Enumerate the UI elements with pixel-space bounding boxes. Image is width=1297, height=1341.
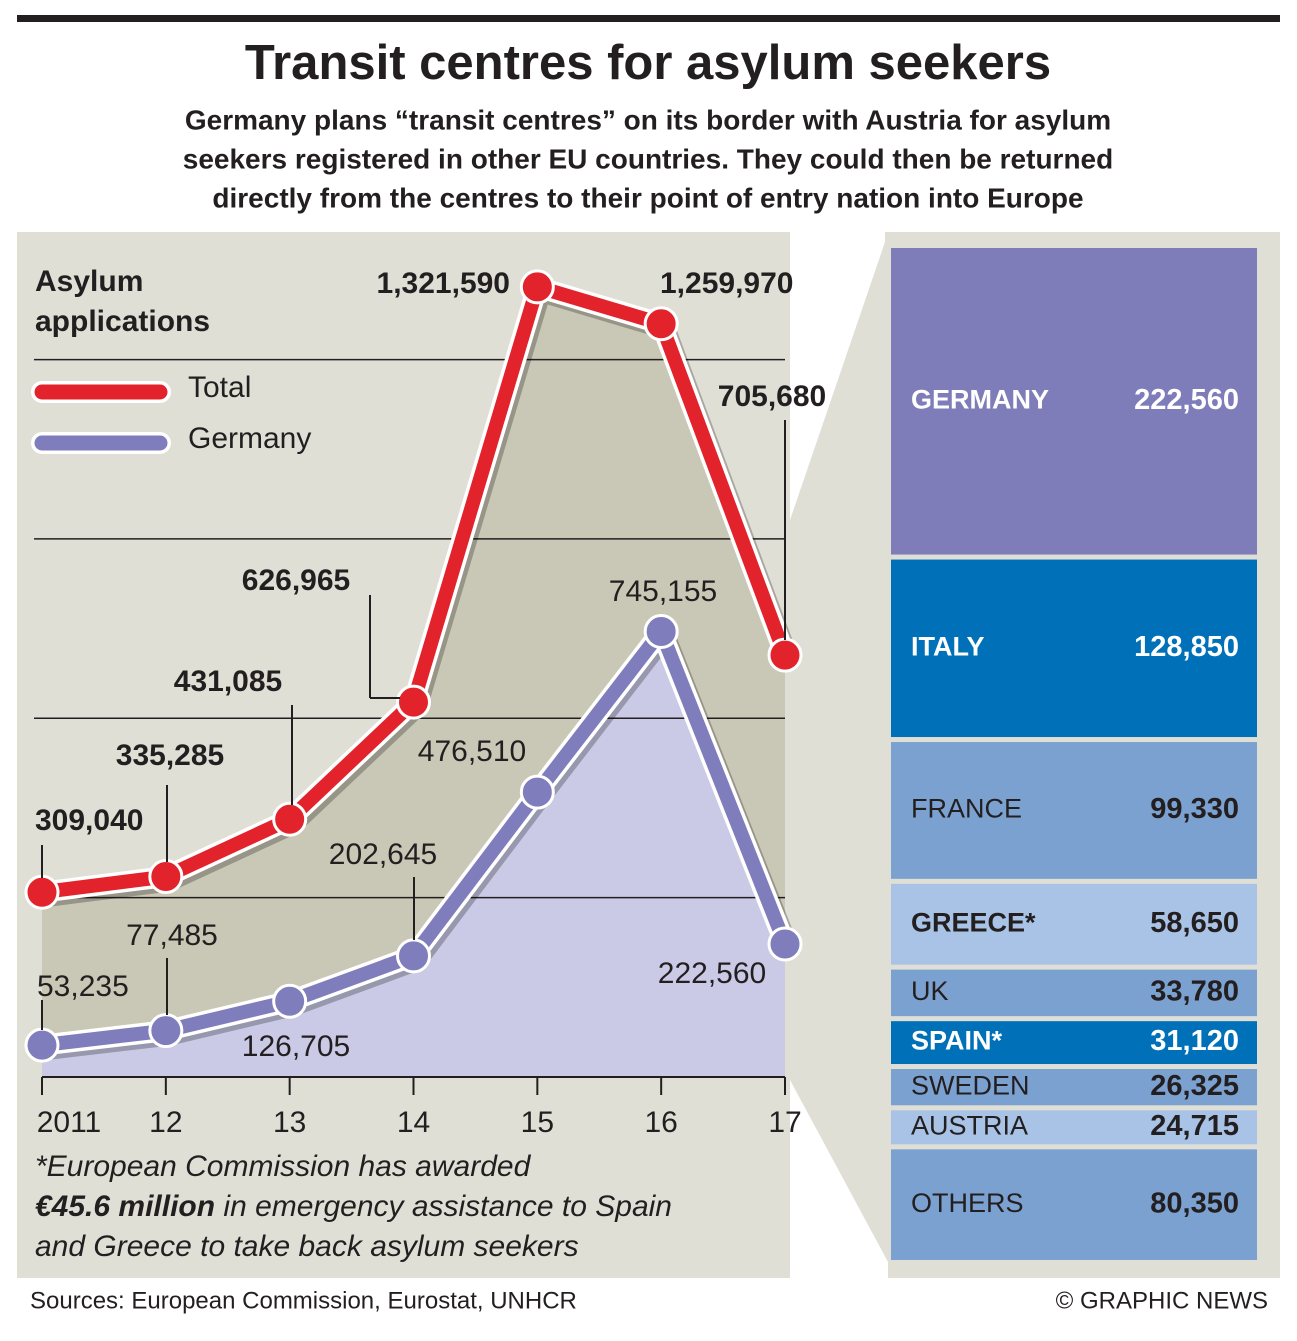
data-label: 126,705 bbox=[242, 1030, 350, 1063]
bar-segment bbox=[891, 969, 1257, 1017]
footnote: €45.6 million in emergency assistance to… bbox=[35, 1190, 672, 1223]
data-label: 222,560 bbox=[658, 957, 766, 990]
point bbox=[643, 306, 679, 342]
funnel-edge bbox=[790, 1080, 888, 1278]
footnote-text: in emergency assistance to Spain bbox=[215, 1190, 672, 1223]
data-label: 202,645 bbox=[329, 838, 437, 871]
data-label: 626,965 bbox=[242, 564, 350, 597]
point bbox=[767, 926, 803, 962]
legend-label: Germany bbox=[188, 422, 311, 455]
segment-value: 33,780 bbox=[1150, 976, 1239, 1008]
data-label: 77,485 bbox=[126, 919, 218, 952]
point bbox=[396, 938, 431, 974]
chart-title: Asylum bbox=[35, 265, 143, 298]
segment-label: GERMANY bbox=[911, 384, 1049, 414]
segment-label: FRANCE bbox=[911, 794, 1022, 824]
point bbox=[767, 637, 803, 673]
credit: © GRAPHIC NEWS bbox=[1056, 1287, 1268, 1314]
point bbox=[272, 801, 308, 837]
point bbox=[148, 859, 184, 895]
subtitle: seekers registered in other EU countries… bbox=[183, 143, 1113, 174]
segment-value: 24,715 bbox=[1150, 1110, 1239, 1142]
subtitle: directly from the centres to their point… bbox=[212, 182, 1083, 213]
point bbox=[519, 774, 555, 810]
segment-value: 31,120 bbox=[1150, 1025, 1239, 1057]
x-tick-label: 12 bbox=[149, 1106, 182, 1139]
data-label: 309,040 bbox=[35, 804, 143, 837]
data-label: 705,680 bbox=[718, 380, 826, 413]
point bbox=[24, 1027, 60, 1063]
stacked-bar-chart: GERMANY 222,560 ITALY 128,850 FRANCE 99,330 GR… bbox=[891, 248, 1257, 1260]
bar-segment bbox=[891, 1149, 1257, 1260]
x-tick-label: 16 bbox=[644, 1106, 677, 1139]
bar-segment bbox=[891, 883, 1257, 965]
funnel-edge bbox=[790, 232, 885, 520]
segment-value: 58,650 bbox=[1150, 907, 1239, 939]
line-chart: 2011 12 13 14 15 16 17 Asylum applications Total G… bbox=[24, 265, 826, 1139]
segment-value: 99,330 bbox=[1150, 793, 1239, 825]
segment-label: OTHERS bbox=[911, 1188, 1024, 1218]
point bbox=[272, 983, 308, 1019]
segment-label: UK bbox=[911, 976, 949, 1006]
segment-label: AUSTRIA bbox=[911, 1110, 1028, 1140]
point bbox=[519, 269, 555, 305]
data-label: 476,510 bbox=[418, 735, 526, 768]
x-tick-label: 2011 bbox=[37, 1106, 102, 1139]
bar-segment bbox=[891, 1110, 1257, 1145]
point bbox=[24, 874, 60, 910]
footnote: and Greece to take back asylum seekers bbox=[35, 1230, 579, 1263]
point bbox=[643, 614, 679, 650]
bar-segment bbox=[891, 1021, 1257, 1065]
data-label: 1,259,970 bbox=[660, 267, 793, 300]
x-tick-label: 13 bbox=[273, 1106, 306, 1139]
legend-label: Total bbox=[188, 371, 251, 404]
data-label: 431,085 bbox=[174, 665, 282, 698]
sources: Sources: European Commission, Eurostat, … bbox=[30, 1287, 577, 1314]
segment-value: 222,560 bbox=[1134, 384, 1239, 416]
subtitle: Germany plans “transit centres” on its b… bbox=[185, 104, 1111, 135]
bar-segment bbox=[891, 742, 1257, 879]
x-tick-label: 15 bbox=[521, 1106, 554, 1139]
top-rule bbox=[17, 15, 1280, 22]
segment-value: 80,350 bbox=[1150, 1187, 1239, 1219]
chart-title: applications bbox=[35, 305, 210, 338]
point bbox=[148, 1013, 184, 1049]
segment-label: ITALY bbox=[911, 631, 985, 661]
title: Transit centres for asylum seekers bbox=[245, 36, 1051, 90]
area-fill bbox=[42, 631, 785, 1077]
x-tick-label: 17 bbox=[768, 1106, 801, 1139]
data-label: 335,285 bbox=[116, 739, 224, 772]
bar-segment bbox=[891, 559, 1257, 738]
bar-segment bbox=[891, 248, 1257, 555]
data-label: 1,321,590 bbox=[377, 267, 510, 300]
data-label: 745,155 bbox=[609, 575, 717, 608]
segment-label: GREECE* bbox=[911, 907, 1036, 937]
bar-segment bbox=[891, 1069, 1257, 1106]
segment-value: 128,850 bbox=[1134, 631, 1239, 663]
segment-label: SPAIN* bbox=[911, 1026, 1003, 1056]
x-tick-label: 14 bbox=[397, 1106, 430, 1139]
point bbox=[396, 684, 431, 720]
data-label: 53,235 bbox=[37, 970, 129, 1003]
segment-value: 26,325 bbox=[1150, 1070, 1239, 1102]
footnote: *European Commission has awarded bbox=[35, 1150, 532, 1183]
footnote-bold: €45.6 million bbox=[35, 1190, 215, 1223]
segment-label: SWEDEN bbox=[911, 1070, 1030, 1100]
